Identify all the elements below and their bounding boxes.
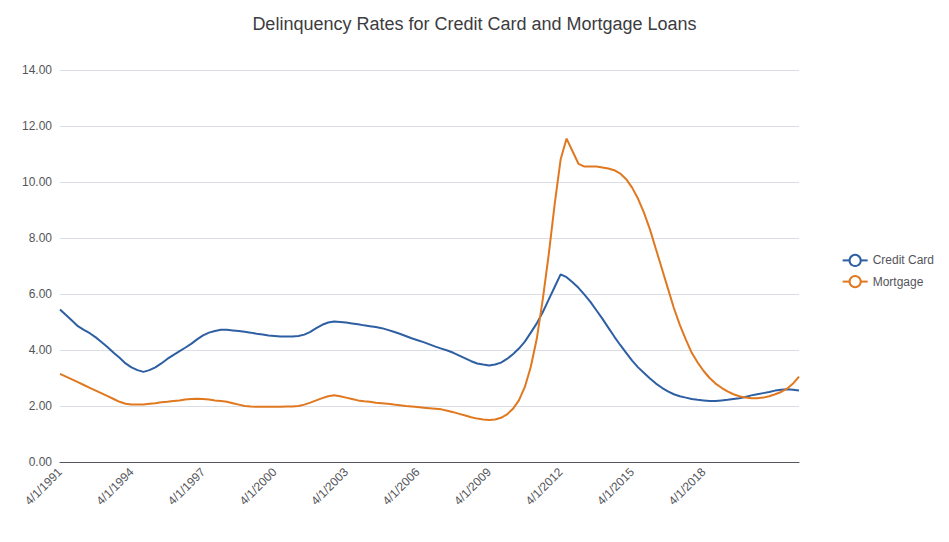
svg-text:12.00: 12.00 [22, 119, 52, 133]
svg-text:4/1/2018: 4/1/2018 [666, 465, 709, 508]
svg-text:10.00: 10.00 [22, 175, 52, 189]
svg-text:4/1/1997: 4/1/1997 [165, 465, 208, 508]
svg-text:8.00: 8.00 [29, 231, 53, 245]
svg-text:4/1/2006: 4/1/2006 [380, 465, 423, 508]
svg-text:4/1/2015: 4/1/2015 [594, 465, 637, 508]
svg-text:0.00: 0.00 [29, 455, 53, 469]
svg-text:4.00: 4.00 [29, 343, 53, 357]
svg-text:2.00: 2.00 [29, 399, 53, 413]
svg-text:4/1/2000: 4/1/2000 [237, 465, 280, 508]
svg-text:14.00: 14.00 [22, 63, 52, 77]
svg-text:4/1/2003: 4/1/2003 [308, 465, 351, 508]
svg-text:6.00: 6.00 [29, 287, 53, 301]
svg-text:Delinquency Rates for Credit C: Delinquency Rates for Credit Card and Mo… [252, 14, 696, 34]
svg-text:4/1/2009: 4/1/2009 [451, 465, 494, 508]
svg-text:4/1/1994: 4/1/1994 [94, 465, 137, 508]
svg-text:4/1/1991: 4/1/1991 [22, 465, 65, 508]
svg-text:Credit Card: Credit Card [873, 253, 934, 267]
svg-text:4/1/2012: 4/1/2012 [523, 465, 566, 508]
svg-text:Mortgage: Mortgage [873, 275, 924, 289]
